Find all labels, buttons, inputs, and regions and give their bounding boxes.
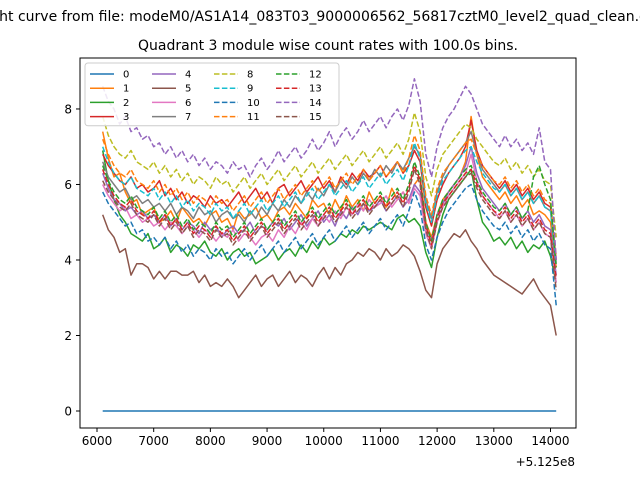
legend-label-9: 9 (247, 84, 253, 95)
series-line-2 (101, 150, 557, 283)
y-tick-label: 8 (64, 102, 72, 116)
y-tick-label: 0 (64, 405, 72, 419)
legend-label-8: 8 (247, 70, 253, 81)
chart-title: Quadrant 3 module wise count rates with … (138, 38, 518, 54)
legend-label-3: 3 (123, 112, 129, 123)
legend-label-14: 14 (309, 98, 322, 109)
x-offset-label: +5.125e8 (516, 455, 575, 469)
series-line-9 (101, 142, 557, 264)
series-group (101, 78, 557, 412)
y-tick-label: 4 (64, 253, 72, 267)
legend-label-2: 2 (123, 98, 129, 109)
legend-label-7: 7 (185, 112, 191, 123)
x-tick-label: 9000 (252, 434, 283, 448)
x-tick-label: 14000 (531, 434, 569, 448)
x-tick-label: 8000 (195, 434, 226, 448)
y-tick-label: 2 (64, 329, 72, 343)
series-line-12 (101, 161, 557, 268)
series-line-8 (101, 111, 557, 238)
axes-group: 6000 7000 8000 9000 10000 11000 12000 13000 1400… (64, 57, 577, 448)
legend-label-10: 10 (247, 98, 260, 109)
x-tick-label: 13000 (475, 434, 513, 448)
series-line-10 (102, 183, 557, 306)
legend-label-5: 5 (185, 84, 191, 95)
series-line-5 (101, 214, 557, 336)
x-tick-label: 12000 (418, 434, 456, 448)
legend-label-13: 13 (309, 84, 322, 95)
legend-label-1: 1 (123, 84, 129, 95)
x-tick-label: 6000 (82, 434, 113, 448)
x-tick-label: 11000 (361, 434, 399, 448)
legend-label-12: 12 (309, 70, 322, 81)
legend-label-4: 4 (185, 70, 191, 81)
legend-label-11: 11 (247, 112, 260, 123)
series-line-15 (102, 168, 557, 291)
legend-label-6: 6 (185, 98, 191, 109)
series-line-14 (101, 78, 557, 261)
series-line-11 (101, 134, 557, 257)
figure-suptitle: Light curve from file: modeM0/AS1A14_083… (0, 9, 640, 25)
y-tick-label: 6 (64, 178, 72, 192)
legend-label-0: 0 (123, 70, 129, 81)
x-tick-label: 7000 (138, 434, 169, 448)
legend-box (84, 62, 340, 127)
series-line-13 (101, 164, 557, 279)
legend-label-15: 15 (309, 112, 322, 123)
x-tick-label: 10000 (305, 434, 343, 448)
axes-frame (79, 57, 577, 429)
